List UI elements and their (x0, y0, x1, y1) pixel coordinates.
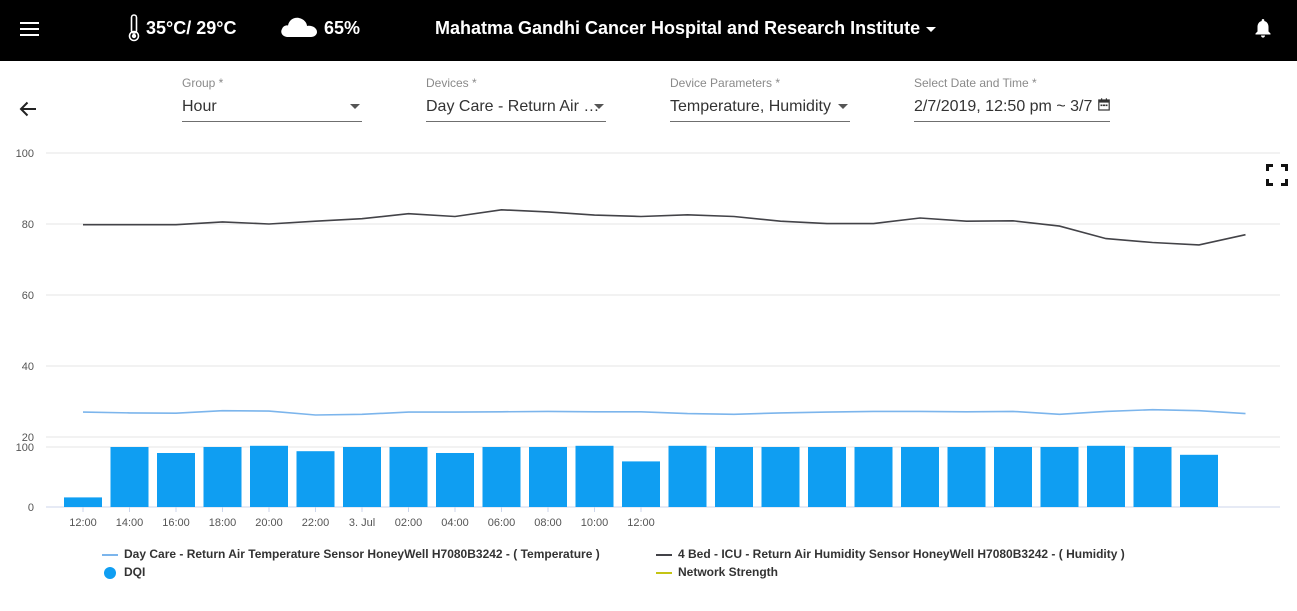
calendar-icon[interactable] (1098, 98, 1110, 111)
dqi-bar (761, 447, 800, 507)
x-tick-label: 12:00 (627, 517, 655, 529)
dqi-bar (947, 447, 986, 507)
datetime-input[interactable]: 2/7/2019, 12:50 pm ~ 3/7 (914, 98, 1110, 122)
x-tick-label: 18:00 (209, 517, 237, 529)
humidity-line (83, 208, 1246, 246)
y-tick-label: 80 (22, 219, 34, 231)
dqi-bar (110, 447, 149, 507)
dqi-bar (1180, 454, 1218, 507)
dqi-bar (64, 497, 102, 507)
chevron-down-icon (594, 104, 604, 109)
dqi-bar (1087, 445, 1125, 507)
chevron-down-icon (926, 26, 937, 32)
x-tick-label: 14:00 (116, 517, 144, 529)
cloud-icon (281, 17, 317, 37)
x-tick-label: 02:00 (395, 517, 423, 529)
dqi-bar (296, 451, 335, 507)
back-arrow-icon[interactable] (18, 99, 38, 119)
dqi-bar (250, 445, 288, 507)
legend-item-network-strength[interactable]: Network Strength (656, 565, 778, 579)
x-tick-label: 20:00 (255, 517, 283, 529)
dqi-bar (157, 453, 195, 507)
dqi-bar (436, 453, 474, 507)
dqi-bar (808, 447, 846, 507)
temperature-readout: 35°C/ 29°C (146, 18, 237, 38)
top-bar: 35°C/ 29°C 65% Mahatma Gandhi Cancer Hos… (0, 0, 1297, 61)
datetime-label: Select Date and Time * (914, 76, 1037, 90)
hospital-selector[interactable]: Mahatma Gandhi Cancer Hospital and Resea… (435, 18, 937, 39)
devices-select[interactable]: Day Care - Return Air … (426, 98, 606, 122)
x-tick-label: 22:00 (302, 517, 330, 529)
legend-item-temperature[interactable]: Day Care - Return Air Temperature Sensor… (102, 547, 600, 561)
y-tick-label: 100 (16, 442, 34, 454)
dqi-bar (622, 461, 660, 507)
humidity-readout: 65% (324, 18, 361, 38)
dqi-bar (1040, 447, 1079, 507)
y-tick-label: 60 (22, 290, 34, 302)
legend-swatch (104, 566, 116, 579)
x-tick-label: 16:00 (162, 517, 190, 529)
dqi-bar (715, 447, 753, 507)
x-tick-label: 04:00 (441, 517, 469, 529)
dqi-bar (389, 447, 428, 507)
parameters-field[interactable]: Device Parameters * Temperature, Humidit… (670, 76, 850, 122)
devices-label: Devices * (426, 76, 477, 90)
x-tick-label: 10:00 (581, 517, 609, 529)
fullscreen-icon[interactable] (1266, 164, 1288, 186)
x-tick-label: 12:00 (69, 517, 97, 529)
thermometer-icon (128, 14, 140, 42)
dqi-bar (482, 447, 521, 507)
datetime-field[interactable]: Select Date and Time * 2/7/2019, 12:50 p… (914, 76, 1110, 122)
dqi-bar (203, 447, 242, 507)
legend-swatch (656, 553, 672, 556)
devices-field[interactable]: Devices * Day Care - Return Air … (426, 76, 606, 122)
bell-icon[interactable] (1254, 18, 1272, 38)
dqi-bar (529, 447, 567, 507)
legend-swatch (656, 571, 672, 574)
temperature-line (82, 408, 1246, 416)
dqi-bar (1133, 447, 1172, 507)
dqi-bar (343, 447, 381, 507)
chevron-down-icon (350, 104, 360, 109)
dqi-bar (901, 447, 939, 507)
group-label: Group * (182, 76, 224, 90)
group-field[interactable]: Group * Hour (182, 76, 362, 122)
dqi-bar (854, 447, 893, 507)
dqi-bar (668, 445, 707, 507)
y-tick-label: 0 (28, 502, 34, 514)
chart-legend: Day Care - Return Air Temperature Sensor… (0, 545, 1297, 585)
chevron-down-icon (838, 104, 848, 109)
x-tick-label: 08:00 (534, 517, 562, 529)
menu-icon[interactable] (20, 22, 39, 36)
sensor-chart: 20 40 60 80 100 0 100 12:00 14:00 16:00 18:00 20:00… (16, 148, 1280, 529)
y-tick-label: 100 (16, 148, 34, 160)
parameters-select[interactable]: Temperature, Humidity (670, 98, 850, 122)
y-tick-label: 20 (22, 432, 34, 444)
parameters-label: Device Parameters * (670, 76, 781, 90)
dqi-bar (575, 445, 614, 507)
legend-item-dqi[interactable]: DQI (102, 565, 145, 579)
x-tick-label: 06:00 (488, 517, 516, 529)
group-select[interactable]: Hour (182, 98, 362, 122)
legend-item-humidity[interactable]: 4 Bed - ICU - Return Air Humidity Sensor… (656, 547, 1125, 561)
hospital-name: Mahatma Gandhi Cancer Hospital and Resea… (435, 18, 921, 38)
legend-swatch (102, 553, 118, 556)
x-tick-label: 3. Jul (349, 517, 375, 529)
y-tick-label: 40 (22, 361, 34, 373)
dqi-bar (994, 447, 1032, 507)
